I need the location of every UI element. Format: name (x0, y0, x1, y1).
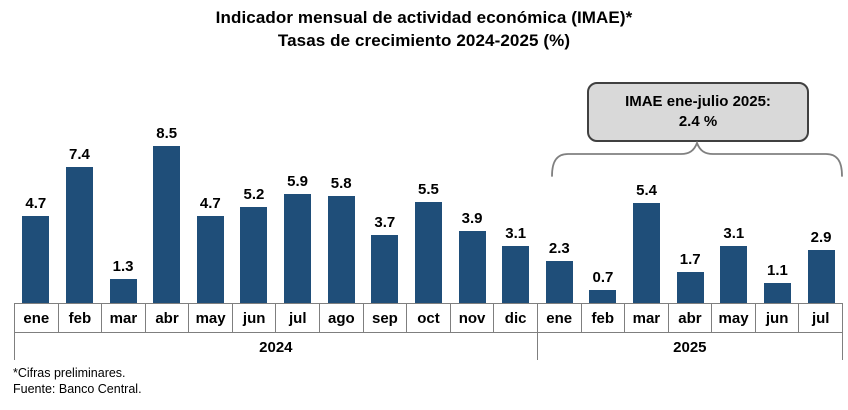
month-label-abr-2025: abr (669, 304, 713, 332)
month-axis-row: ene feb mar abr may jun jul ago sep oct nov dic ene f… (14, 303, 843, 333)
chart-title-line-2: Tasas de crecimiento 2024-2025 (%) (277, 31, 571, 50)
bar-value-label: 3.1 (723, 224, 745, 242)
month-label-mar-2025: mar (625, 304, 669, 332)
month-label-sep-2024: sep (364, 304, 408, 332)
bar (153, 146, 181, 303)
bar-value-label: 5.9 (287, 173, 308, 191)
callout-text-line-1: IMAE ene-julio 2025: (625, 93, 771, 110)
bar-value-label: 5.5 (418, 180, 439, 198)
bar (414, 201, 442, 303)
bar-value-label: 3.9 (461, 210, 483, 228)
curly-brace-icon (551, 140, 843, 177)
footnote-preliminary: *Cifras preliminares. (13, 366, 126, 380)
bar (763, 282, 791, 303)
bar-value-label: 1.7 (679, 250, 701, 268)
bar-column-jun-2024: 5.2 (232, 137, 276, 303)
bar-value-label: 4.7 (25, 195, 47, 213)
plot-area: 4.7 7.4 1.3 8.5 4.7 5.2 5.9 5.8 3.7 5.5 3.9 3.1 2.3 0… (14, 125, 843, 303)
bar (545, 260, 573, 303)
month-label-abr-2024: abr (146, 304, 190, 332)
bar (284, 194, 312, 303)
chart-title-line-1: Indicador mensual de actividad económica… (215, 8, 633, 27)
bar-value-label: 1.3 (112, 258, 134, 276)
bar-column-jul-2024: 5.9 (276, 137, 320, 303)
bar (720, 245, 748, 303)
bar-value-label: 2.9 (810, 228, 832, 246)
month-label-feb-2025: feb (582, 304, 626, 332)
month-label-may-2024: may (189, 304, 233, 332)
bar (371, 234, 399, 303)
year-label-2024: 2024 (15, 333, 538, 360)
bar (65, 166, 93, 303)
callout-text-line-2: 2.4 % (678, 113, 718, 130)
bar-column-jun-2025: 1.1 (756, 137, 800, 303)
year-axis-row: 2024 2025 (14, 333, 843, 360)
bar (502, 245, 530, 303)
bar-value-label: 5.2 (243, 186, 265, 204)
month-label-ago-2024: ago (320, 304, 364, 332)
footnote-source: Fuente: Banco Central. (13, 382, 142, 396)
month-label-dic-2024: dic (494, 304, 538, 332)
bar (589, 290, 617, 303)
month-label-jun-2024: jun (233, 304, 277, 332)
bar (458, 231, 486, 303)
bar-column-abr-2025: 1.7 (668, 137, 712, 303)
month-label-feb-2024: feb (59, 304, 103, 332)
bar-value-label: 3.7 (374, 213, 396, 231)
bar (676, 271, 704, 303)
month-label-may-2025: may (712, 304, 756, 332)
bar-column-ene-2025: 2.3 (538, 137, 582, 303)
bar-column-dic-2024: 3.1 (494, 137, 538, 303)
bar-value-label: 8.5 (156, 125, 178, 143)
bar (22, 216, 50, 303)
bar-value-label: 0.7 (592, 269, 614, 287)
month-label-ene-2024: ene (15, 304, 59, 332)
bar-column-ene-2024: 4.7 (14, 137, 58, 303)
bar (109, 279, 137, 303)
month-label-jun-2025: jun (756, 304, 800, 332)
bar (240, 207, 268, 303)
bar-value-label: 7.4 (69, 145, 90, 163)
bar-value-label: 2.3 (548, 239, 570, 257)
bar-column-oct-2024: 5.5 (407, 137, 451, 303)
bar-value-label: 5.4 (636, 182, 657, 200)
month-label-jul-2024: jul (276, 304, 321, 332)
bar-value-label: 5.8 (330, 175, 352, 193)
bar (327, 196, 355, 303)
month-label-jul-2025: jul (799, 304, 843, 332)
bar-column-abr-2024: 8.5 (145, 125, 189, 303)
year-label-2025: 2025 (538, 333, 843, 360)
month-label-mar-2024: mar (102, 304, 146, 332)
bar (633, 203, 661, 303)
month-label-nov-2024: nov (451, 304, 495, 332)
bar-column-mar-2024: 1.3 (101, 137, 145, 303)
bar-column-jul-2025: 2.9 (799, 137, 843, 303)
bar (196, 216, 224, 303)
bar-column-ago-2024: 5.8 (319, 137, 363, 303)
curly-brace-2025 (551, 140, 843, 178)
bar-column-may-2024: 4.7 (189, 137, 233, 303)
bar (807, 249, 835, 303)
bar-value-label: 3.1 (505, 224, 527, 242)
bar-column-sep-2024: 3.7 (363, 137, 407, 303)
bar-value-label: 4.7 (199, 195, 221, 213)
month-label-oct-2024: oct (407, 304, 451, 332)
bar-value-label: 1.1 (767, 261, 788, 279)
bar-column-mar-2025: 5.4 (625, 137, 669, 303)
bar-column-may-2025: 3.1 (712, 137, 756, 303)
bar-column-feb-2025: 0.7 (581, 137, 625, 303)
bar-column-feb-2024: 7.4 (58, 137, 102, 303)
callout-box: IMAE ene-julio 2025: 2.4 % (587, 82, 809, 142)
bar-column-nov-2024: 3.9 (450, 137, 494, 303)
month-label-ene-2025: ene (538, 304, 582, 332)
